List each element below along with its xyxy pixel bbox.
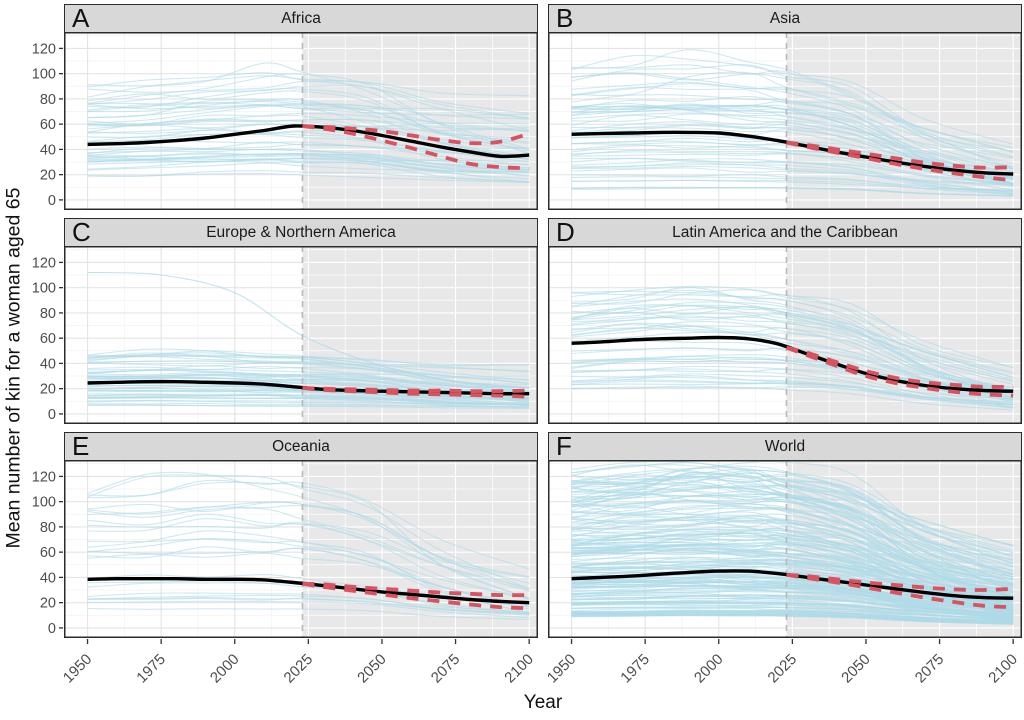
svg-text:0: 0 bbox=[48, 621, 56, 637]
facet-panel-asia: B Asia bbox=[548, 4, 1022, 210]
svg-text:2050: 2050 bbox=[354, 651, 390, 687]
facet-letter: E bbox=[72, 431, 90, 461]
svg-text:40: 40 bbox=[40, 142, 56, 158]
svg-text:80: 80 bbox=[40, 306, 56, 322]
svg-text:60: 60 bbox=[40, 331, 56, 347]
x-axis-label: Year bbox=[523, 692, 563, 713]
svg-text:20: 20 bbox=[40, 168, 56, 184]
facet-plot-africa: 0 20 40 60 80 100 120 bbox=[32, 32, 538, 210]
facet-plot-oceania: 0 20 40 60 80 100 120 1950 1975 2000 2025 2050 2075 2… bbox=[32, 460, 538, 686]
svg-text:2075: 2075 bbox=[912, 651, 948, 687]
facet-plot-europe-northern-america: 0 20 40 60 80 100 120 bbox=[32, 246, 538, 424]
svg-text:1975: 1975 bbox=[617, 651, 653, 687]
svg-text:100: 100 bbox=[32, 67, 56, 83]
facet-title: Europe & Northern America bbox=[206, 224, 396, 241]
svg-text:0: 0 bbox=[48, 407, 56, 423]
svg-text:2000: 2000 bbox=[207, 651, 243, 687]
svg-text:1975: 1975 bbox=[133, 651, 169, 687]
svg-text:2000: 2000 bbox=[691, 651, 727, 687]
facet-strip: A Africa bbox=[64, 4, 538, 32]
svg-text:80: 80 bbox=[40, 92, 56, 108]
svg-text:100: 100 bbox=[32, 495, 56, 511]
facet-strip: D Latin America and the Caribbean bbox=[548, 218, 1022, 246]
facet-strip: E Oceania bbox=[64, 432, 538, 460]
facet-title: Africa bbox=[281, 10, 321, 27]
svg-text:1950: 1950 bbox=[544, 651, 580, 687]
facet-title: World bbox=[764, 438, 806, 455]
facet-title: Latin America and the Caribbean bbox=[672, 224, 898, 241]
svg-text:60: 60 bbox=[40, 545, 56, 561]
svg-text:120: 120 bbox=[32, 41, 56, 57]
y-axis-label: Mean number of kin for a woman aged 65 bbox=[2, 187, 25, 549]
svg-text:80: 80 bbox=[40, 520, 56, 536]
svg-text:2100: 2100 bbox=[501, 651, 537, 687]
facet-plot-latin-america-caribbean bbox=[548, 246, 1022, 424]
facet-title: Oceania bbox=[272, 438, 330, 455]
facet-strip: C Europe & Northern America bbox=[64, 218, 538, 246]
svg-text:20: 20 bbox=[40, 596, 56, 612]
facet-panel-europe-northern-america: C Europe & Northern America 0 20 40 60 80 100… bbox=[32, 218, 538, 424]
svg-text:40: 40 bbox=[40, 356, 56, 372]
facet-panel-world: F World 1950 1975 2000 2025 2050 2075 2100 bbox=[544, 432, 1022, 686]
svg-text:1950: 1950 bbox=[60, 651, 96, 687]
facet-strip: F World bbox=[548, 432, 1022, 460]
facet-panel-oceania: E Oceania 0 20 40 60 80 100 120 1950 1975 2000 202… bbox=[32, 432, 538, 686]
svg-text:0: 0 bbox=[48, 193, 56, 209]
svg-text:120: 120 bbox=[32, 255, 56, 271]
facet-panel-africa: A Africa 0 20 40 60 80 100 120 bbox=[32, 4, 538, 210]
svg-text:120: 120 bbox=[32, 469, 56, 485]
facet-title: Asia bbox=[769, 10, 801, 27]
facet-strip: B Asia bbox=[548, 4, 1022, 32]
svg-text:60: 60 bbox=[40, 117, 56, 133]
facet-plot-world: 1950 1975 2000 2025 2050 2075 2100 bbox=[544, 460, 1022, 686]
facet-panel-latin-america-caribbean: D Latin America and the Caribbean bbox=[548, 218, 1022, 424]
svg-text:2025: 2025 bbox=[281, 651, 317, 687]
svg-text:2050: 2050 bbox=[838, 651, 874, 687]
facet-letter: C bbox=[72, 217, 91, 247]
svg-text:40: 40 bbox=[40, 570, 56, 586]
svg-text:2075: 2075 bbox=[428, 651, 464, 687]
svg-text:2100: 2100 bbox=[985, 651, 1021, 687]
facet-letter: D bbox=[556, 217, 575, 247]
facet-letter: F bbox=[556, 431, 572, 461]
facet-letter: B bbox=[556, 3, 574, 33]
svg-text:100: 100 bbox=[32, 281, 56, 297]
facet-plot-asia bbox=[548, 32, 1022, 210]
facet-letter: A bbox=[72, 3, 90, 33]
svg-text:2025: 2025 bbox=[765, 651, 801, 687]
svg-text:20: 20 bbox=[40, 382, 56, 398]
